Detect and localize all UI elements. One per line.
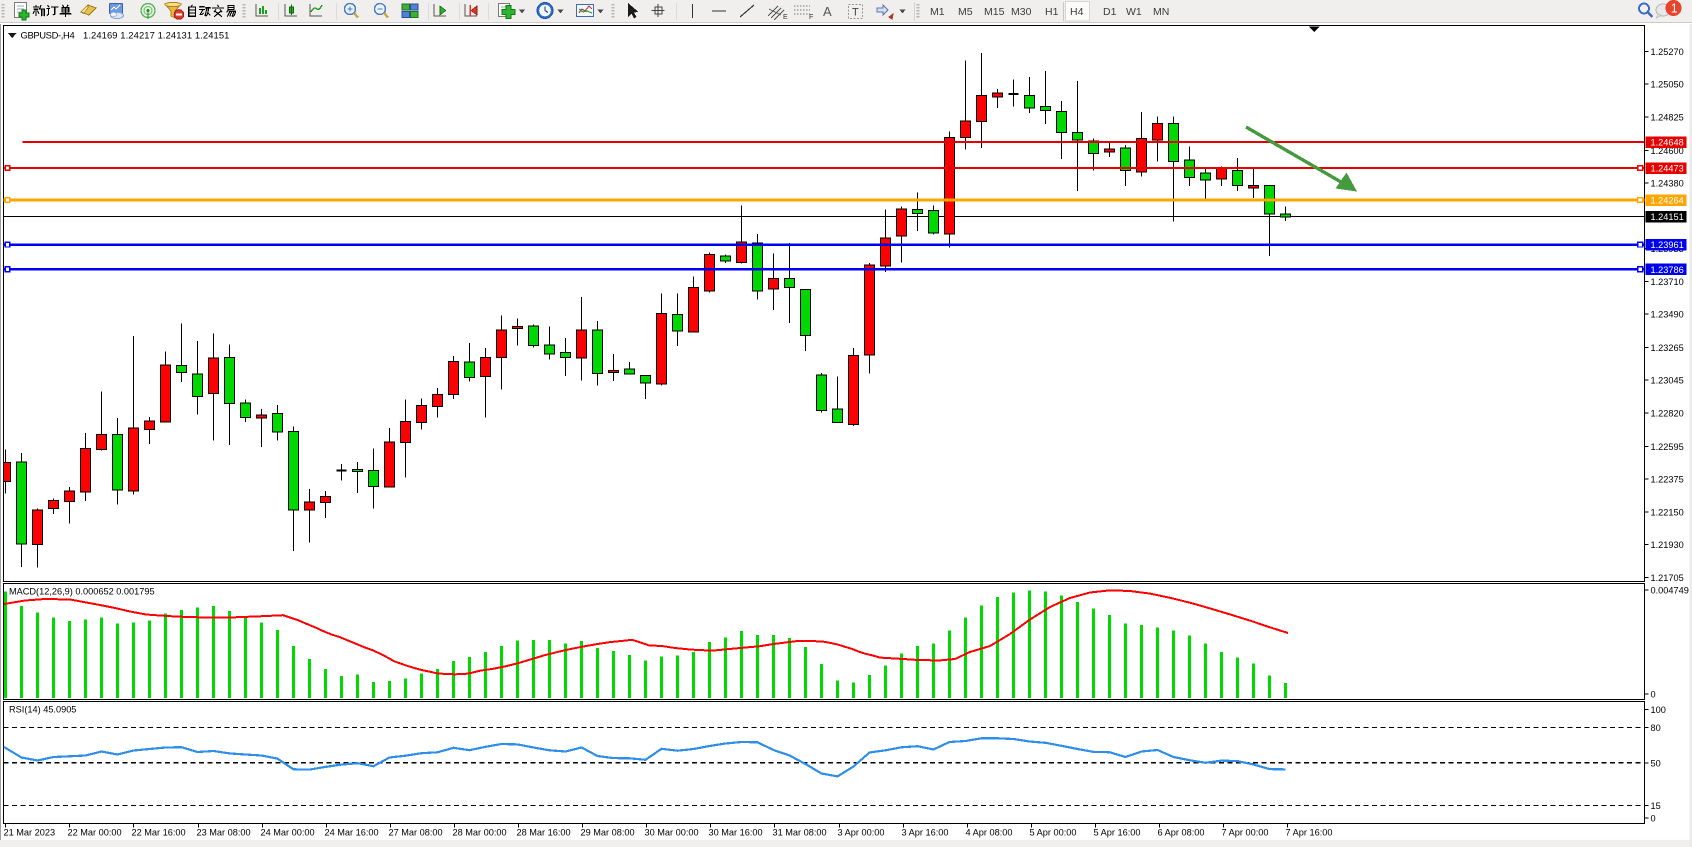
svg-text:22 Mar 16:00: 22 Mar 16:00 xyxy=(132,828,186,838)
svg-text:F: F xyxy=(809,14,813,21)
svg-text:1.24600: 1.24600 xyxy=(1651,146,1684,156)
svg-text:6 Apr 08:00: 6 Apr 08:00 xyxy=(1158,828,1205,838)
svg-text:M30: M30 xyxy=(1011,6,1032,18)
svg-text:28 Mar 00:00: 28 Mar 00:00 xyxy=(453,828,507,838)
svg-text:T: T xyxy=(852,7,859,19)
svg-text:0: 0 xyxy=(1651,690,1656,700)
svg-text:H4: H4 xyxy=(1070,6,1084,18)
svg-text:1.23710: 1.23710 xyxy=(1651,277,1684,287)
svg-text:1.24648: 1.24648 xyxy=(1651,138,1684,148)
svg-text:1.23045: 1.23045 xyxy=(1651,375,1684,385)
svg-text:21 Mar 2023: 21 Mar 2023 xyxy=(4,828,56,838)
svg-text:0: 0 xyxy=(1651,814,1656,824)
svg-text:29 Mar 08:00: 29 Mar 08:00 xyxy=(581,828,635,838)
svg-text:1.22820: 1.22820 xyxy=(1651,409,1684,419)
svg-text:1.24380: 1.24380 xyxy=(1651,178,1684,188)
svg-text:5 Apr 16:00: 5 Apr 16:00 xyxy=(1094,828,1141,838)
svg-text:M1: M1 xyxy=(930,6,945,18)
svg-text:1: 1 xyxy=(1671,2,1678,16)
svg-text:28 Mar 16:00: 28 Mar 16:00 xyxy=(517,828,571,838)
svg-text:D1: D1 xyxy=(1103,6,1117,18)
svg-text:31 Mar 08:00: 31 Mar 08:00 xyxy=(773,828,827,838)
svg-text:1.24264: 1.24264 xyxy=(1651,196,1684,206)
svg-text:80: 80 xyxy=(1651,723,1661,733)
svg-text:1.22150: 1.22150 xyxy=(1651,508,1684,518)
svg-text:MACD(12,26,9) 0.000652 0.00179: MACD(12,26,9) 0.000652 0.001795 xyxy=(9,587,155,597)
svg-text:22 Mar 00:00: 22 Mar 00:00 xyxy=(68,828,122,838)
svg-text:1.23265: 1.23265 xyxy=(1651,343,1684,353)
svg-text:1.21705: 1.21705 xyxy=(1651,573,1684,583)
svg-text:W1: W1 xyxy=(1126,6,1142,18)
svg-text:E: E xyxy=(783,14,788,21)
svg-text:24 Mar 00:00: 24 Mar 00:00 xyxy=(261,828,315,838)
svg-text:1.23786: 1.23786 xyxy=(1651,265,1684,275)
svg-text:24 Mar 16:00: 24 Mar 16:00 xyxy=(325,828,379,838)
svg-text:23 Mar 08:00: 23 Mar 08:00 xyxy=(197,828,251,838)
svg-text:1.21930: 1.21930 xyxy=(1651,540,1684,550)
svg-text:MN: MN xyxy=(1153,6,1169,18)
svg-text:1.23961: 1.23961 xyxy=(1651,240,1684,250)
svg-text:5 Apr 00:00: 5 Apr 00:00 xyxy=(1030,828,1077,838)
svg-text:H1: H1 xyxy=(1045,6,1059,18)
svg-text:27 Mar 08:00: 27 Mar 08:00 xyxy=(389,828,443,838)
svg-text:1.24473: 1.24473 xyxy=(1651,164,1684,174)
svg-text:7 Apr 00:00: 7 Apr 00:00 xyxy=(1222,828,1269,838)
svg-text:RSI(14) 45.0905: RSI(14) 45.0905 xyxy=(9,705,76,715)
svg-text:1.25270: 1.25270 xyxy=(1651,47,1684,57)
svg-text:3 Apr 00:00: 3 Apr 00:00 xyxy=(838,828,885,838)
svg-text:0.004749: 0.004749 xyxy=(1651,586,1689,596)
svg-text:4 Apr 08:00: 4 Apr 08:00 xyxy=(966,828,1013,838)
svg-text:30 Mar 16:00: 30 Mar 16:00 xyxy=(709,828,763,838)
svg-text:GBPUSD-,H4: GBPUSD-,H4 xyxy=(21,30,75,41)
svg-text:1.22375: 1.22375 xyxy=(1651,474,1684,484)
svg-text:50: 50 xyxy=(1651,758,1661,768)
svg-text:1.25050: 1.25050 xyxy=(1651,79,1684,89)
svg-text:15: 15 xyxy=(1651,801,1661,811)
svg-text:7 Apr 16:00: 7 Apr 16:00 xyxy=(1286,828,1333,838)
svg-text:1.24825: 1.24825 xyxy=(1651,113,1684,123)
svg-text:3 Apr 16:00: 3 Apr 16:00 xyxy=(902,828,949,838)
svg-text:M15: M15 xyxy=(984,6,1005,18)
svg-text:1.24151: 1.24151 xyxy=(1651,212,1684,222)
svg-text:100: 100 xyxy=(1651,705,1666,715)
svg-text:A: A xyxy=(823,4,832,19)
svg-text:1.23490: 1.23490 xyxy=(1651,310,1684,320)
svg-text:1.24169 1.24217 1.24131 1.2415: 1.24169 1.24217 1.24131 1.24151 xyxy=(83,30,229,41)
svg-text:1.22595: 1.22595 xyxy=(1651,442,1684,452)
svg-text:30 Mar 00:00: 30 Mar 00:00 xyxy=(645,828,699,838)
svg-text:M5: M5 xyxy=(958,6,973,18)
